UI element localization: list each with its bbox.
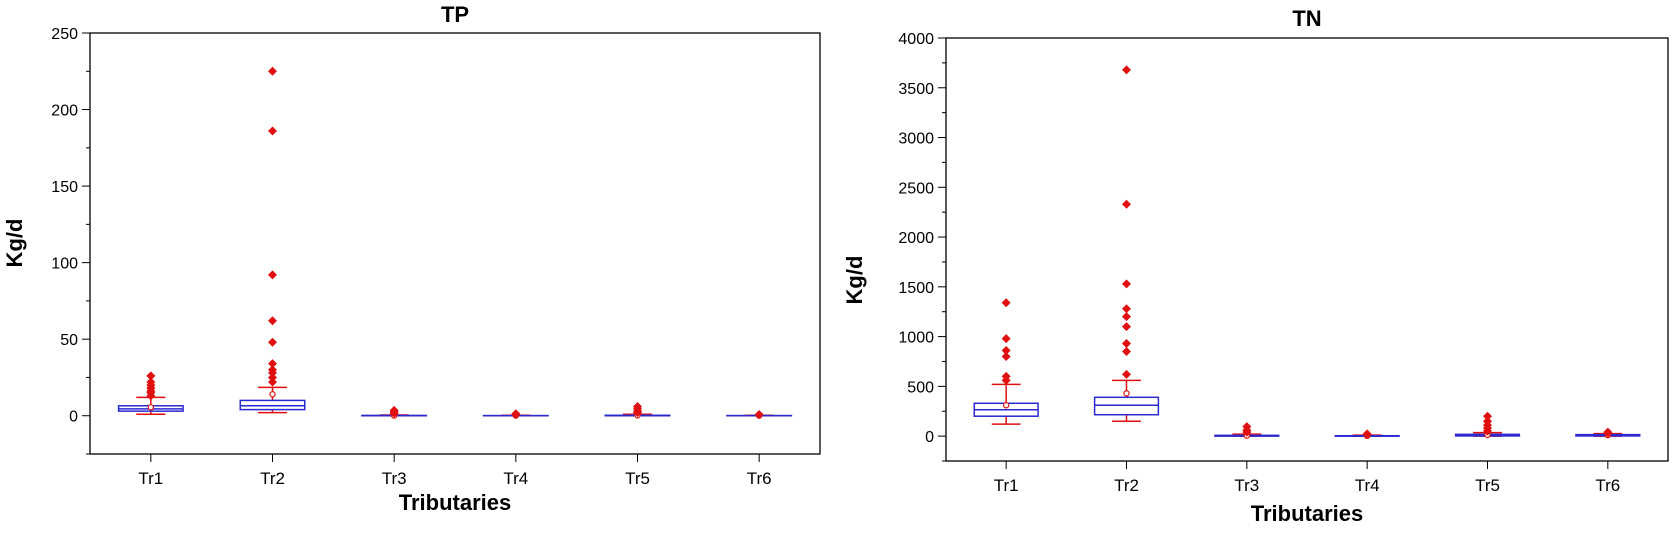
outlier-point <box>1122 339 1131 349</box>
box-iqr <box>239 399 306 411</box>
outlier-point <box>268 365 277 375</box>
x-tick-label: Tr5 <box>625 469 650 488</box>
box-mean-marker <box>147 404 155 411</box>
outlier-point <box>268 359 277 369</box>
outlier-point <box>1001 351 1011 361</box>
box-mean-marker <box>1002 402 1010 409</box>
y-axis-title: Kg/d <box>842 256 867 305</box>
outlier-point <box>268 372 277 382</box>
outlier-point <box>268 270 277 280</box>
box-mean-marker <box>269 391 276 398</box>
outlier-point <box>1242 422 1252 432</box>
plot-frame <box>89 32 821 455</box>
outlier-point <box>1122 347 1131 357</box>
y-tick-label: 2500 <box>898 180 934 197</box>
box-tr1 <box>973 298 1039 425</box>
x-axis-title: Tributaries <box>1251 501 1363 526</box>
plot-frame <box>945 37 1669 462</box>
y-tick-label: 2000 <box>898 230 934 247</box>
outlier-point <box>1362 429 1372 439</box>
y-tick-label: 1000 <box>898 330 934 347</box>
y-tick-label: 150 <box>51 179 78 196</box>
outlier-point <box>1603 427 1613 437</box>
outlier-point <box>1122 322 1131 332</box>
outlier-point <box>389 405 399 415</box>
outlier-point <box>1122 279 1131 289</box>
chart-panel-tp: 0 50 100 150 200 250 Tr1 Tr2 Tr3 Tr4 Tr5 Tr6 TP Tribu… <box>2 2 821 515</box>
outlier-point <box>268 316 277 326</box>
chart-title: TN <box>1292 6 1321 31</box>
chart-panel-tn: 0 500 1000 1500 2000 2500 3000 3500 4000 Tr1 Tr2 Tr… <box>842 6 1669 526</box>
x-tick-label: Tr3 <box>382 469 407 488</box>
outlier-point <box>1122 369 1131 379</box>
y-tick-label: 3500 <box>898 81 934 98</box>
box-tr4 <box>1334 429 1400 440</box>
x-tick-label: Tr3 <box>1234 476 1259 495</box>
x-tick-label: Tr5 <box>1475 476 1500 495</box>
outlier-point <box>1483 411 1492 421</box>
outlier-point <box>1001 346 1011 356</box>
x-tick-label: Tr2 <box>1114 476 1139 495</box>
outlier-point <box>1001 371 1011 381</box>
y-tick-label: 3000 <box>898 131 934 148</box>
y-tick-label: 0 <box>69 409 78 426</box>
outlier-point <box>1122 304 1131 314</box>
outlier-point <box>1122 199 1131 209</box>
outlier-point <box>1001 298 1011 308</box>
outlier-point <box>633 402 642 412</box>
box-tr6 <box>726 410 793 420</box>
box-tr5 <box>1454 411 1521 439</box>
y-axis-title: Kg/d <box>2 219 27 268</box>
box-tr5 <box>604 402 671 419</box>
x-tick-label: Tr6 <box>747 469 772 488</box>
x-tick-label: Tr2 <box>260 469 285 488</box>
box-tr2 <box>239 66 306 414</box>
x-tick-label: Tr4 <box>1355 476 1380 495</box>
outlier-point <box>754 410 764 420</box>
box-tr2 <box>1093 65 1160 422</box>
outlier-point <box>1122 65 1131 75</box>
y-tick-label: 1500 <box>898 280 934 297</box>
outlier-point <box>268 377 277 387</box>
outlier-point <box>511 409 521 419</box>
outlier-point <box>146 377 156 387</box>
y-tick-label: 4000 <box>898 31 934 48</box>
outlier-point <box>1001 334 1011 344</box>
x-axis-title: Tributaries <box>399 490 511 515</box>
outlier-point <box>146 371 156 381</box>
x-tick-label: Tr6 <box>1595 476 1620 495</box>
y-tick-label: 500 <box>907 379 934 396</box>
box-tr3 <box>361 405 428 419</box>
chart-title: TP <box>441 2 469 27</box>
y-tick-label: 250 <box>51 26 78 43</box>
outlier-point <box>1122 312 1131 322</box>
y-tick-label: 100 <box>51 256 78 273</box>
x-tick-label: Tr4 <box>503 469 528 488</box>
box-mean-marker <box>1123 390 1130 397</box>
box-tr3 <box>1214 422 1280 439</box>
x-tick-label: Tr1 <box>994 476 1019 495</box>
outlier-point <box>268 66 277 76</box>
box-tr1 <box>117 371 184 415</box>
outlier-point <box>1483 416 1492 426</box>
box-tr6 <box>1575 427 1641 439</box>
outlier-point <box>268 337 277 347</box>
y-tick-label: 50 <box>60 332 78 349</box>
outlier-point <box>268 126 277 136</box>
box-tr4 <box>482 409 549 420</box>
y-tick-label: 0 <box>925 429 934 446</box>
y-tick-label: 200 <box>51 103 78 120</box>
x-tick-label: Tr1 <box>138 469 163 488</box>
